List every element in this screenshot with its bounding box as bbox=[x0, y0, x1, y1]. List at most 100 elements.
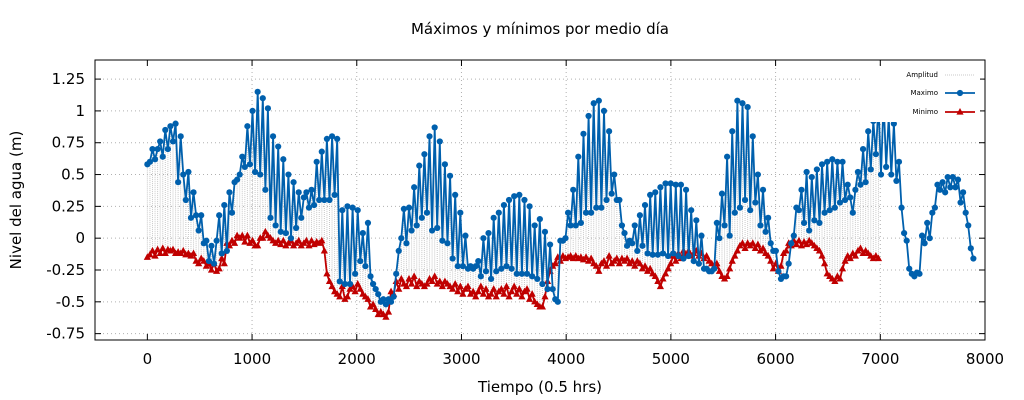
maximo-point bbox=[529, 273, 536, 280]
minimo-point bbox=[469, 287, 477, 295]
maximo-point bbox=[844, 181, 851, 188]
minimo-point bbox=[587, 254, 595, 262]
minimo-point bbox=[751, 244, 759, 251]
maximo-point bbox=[775, 268, 782, 275]
minimo-point bbox=[851, 252, 859, 259]
maximo-point bbox=[472, 263, 479, 270]
maximo-point bbox=[924, 219, 931, 227]
maximo-point bbox=[239, 153, 246, 160]
minimo-point bbox=[436, 277, 444, 285]
maximo-point bbox=[498, 265, 505, 272]
minimo-point bbox=[274, 236, 282, 244]
maximo-point bbox=[898, 204, 905, 211]
maximo-point bbox=[434, 224, 441, 232]
maximo-point bbox=[795, 207, 803, 214]
maximo-point bbox=[275, 143, 282, 150]
minimo-point bbox=[487, 290, 495, 297]
minimo-point bbox=[261, 227, 269, 235]
minimo-point bbox=[492, 292, 500, 300]
maximo-point bbox=[195, 227, 202, 234]
maximo-point bbox=[359, 229, 366, 237]
maximo-point bbox=[192, 212, 200, 219]
maximo-point bbox=[316, 196, 323, 204]
maximo-point bbox=[588, 209, 595, 216]
minimo-point bbox=[220, 259, 228, 267]
maximo-point bbox=[659, 250, 667, 257]
minimo-point bbox=[641, 262, 649, 269]
maximo-point bbox=[582, 209, 590, 216]
maximo-point bbox=[800, 219, 808, 227]
maximo-point bbox=[488, 275, 495, 283]
maximo-point bbox=[313, 158, 320, 165]
maximo-point bbox=[328, 133, 336, 140]
maximo-point bbox=[577, 219, 584, 227]
maximo-point bbox=[418, 214, 425, 221]
maximo-point bbox=[390, 293, 397, 300]
minimo-point bbox=[672, 257, 680, 264]
minimo-point bbox=[661, 269, 670, 277]
maximo-point bbox=[854, 168, 862, 176]
maximo-point bbox=[354, 207, 361, 214]
maximo-point bbox=[616, 196, 623, 204]
minimo-point bbox=[600, 257, 608, 264]
maximo-point bbox=[446, 172, 454, 179]
maximo-point bbox=[513, 270, 520, 277]
maximo-point bbox=[547, 241, 554, 248]
maximo-point bbox=[452, 191, 459, 199]
maximo-point bbox=[818, 161, 826, 168]
maximo-point bbox=[631, 222, 638, 229]
maximo-point bbox=[285, 171, 292, 178]
maximo-point bbox=[724, 153, 731, 160]
minimo-point bbox=[623, 254, 631, 262]
minimo-point bbox=[841, 257, 849, 264]
maximo-point bbox=[598, 204, 605, 211]
y-tick-label: -0.25 bbox=[46, 261, 85, 279]
minimo-point bbox=[731, 252, 739, 259]
minimo-point bbox=[792, 240, 800, 248]
maximo-point bbox=[208, 242, 215, 249]
maximo-point bbox=[423, 209, 431, 216]
maximo-point bbox=[934, 181, 941, 188]
minimo-point bbox=[764, 252, 772, 259]
minimo-point bbox=[156, 249, 164, 257]
maximo-point bbox=[516, 191, 523, 199]
maximo-point bbox=[649, 251, 656, 258]
minimo-point bbox=[397, 274, 405, 282]
maximo-point bbox=[685, 252, 692, 260]
x-axis-label: Tiempo (0.5 hrs) bbox=[477, 378, 602, 396]
legend: Amplitud Maximo Minimo bbox=[860, 66, 980, 122]
maximo-point bbox=[836, 199, 844, 206]
maximo-point bbox=[667, 180, 674, 187]
maximo-point bbox=[731, 209, 738, 216]
minimo-point bbox=[818, 252, 826, 259]
maximo-point bbox=[677, 181, 685, 188]
maximo-point bbox=[518, 270, 525, 277]
minimo-point bbox=[195, 259, 203, 267]
minimo-point bbox=[723, 272, 731, 279]
maximo-point bbox=[639, 242, 646, 249]
minimo-point bbox=[749, 239, 757, 246]
maximo-point bbox=[541, 228, 549, 235]
minimo-point bbox=[159, 244, 167, 251]
minimo-point bbox=[523, 285, 531, 292]
maximo-point bbox=[534, 275, 541, 283]
maximo-point bbox=[164, 145, 171, 153]
minimo-point bbox=[659, 274, 667, 282]
maximo-point bbox=[893, 177, 900, 185]
maximo-point bbox=[408, 227, 415, 234]
maximo-point bbox=[331, 191, 338, 199]
maximo-point bbox=[883, 163, 890, 171]
maximo-point bbox=[842, 196, 849, 204]
maximo-point bbox=[847, 194, 854, 201]
maximo-point bbox=[960, 189, 967, 196]
maximo-point bbox=[246, 161, 254, 168]
maximo-point bbox=[580, 130, 587, 137]
maximo-point bbox=[564, 209, 572, 216]
maximo-point bbox=[618, 222, 626, 229]
minimo-point bbox=[348, 282, 357, 290]
y-tick-label: 0 bbox=[75, 229, 85, 247]
minimo-point bbox=[767, 257, 775, 264]
maximo-point bbox=[947, 184, 954, 191]
maximo-point bbox=[767, 240, 774, 247]
maximo-point bbox=[380, 296, 387, 303]
